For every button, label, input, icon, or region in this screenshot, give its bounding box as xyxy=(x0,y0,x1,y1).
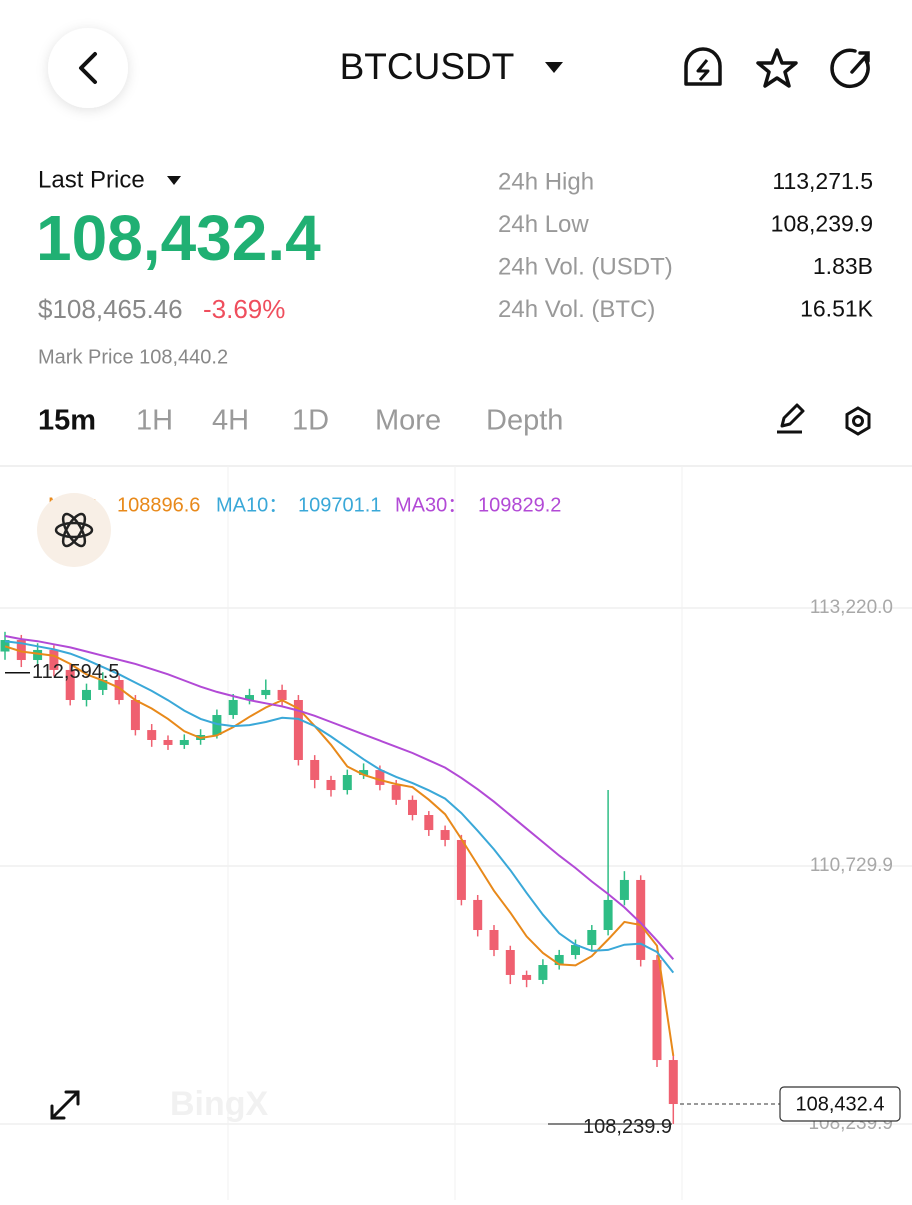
grid: 113,220.0 110,729.9 108,239.9 xyxy=(0,466,912,1200)
interval-tab[interactable]: 4H xyxy=(212,405,249,437)
candle-body xyxy=(636,879,646,960)
candle-body xyxy=(538,965,548,980)
interval-tab[interactable]: 15m xyxy=(38,405,96,437)
candle-body xyxy=(554,954,564,966)
favorite-icon[interactable] xyxy=(756,48,798,88)
candle-body xyxy=(163,739,173,745)
candle-body xyxy=(522,974,532,980)
legend-value: 109701.1 xyxy=(298,494,381,516)
candle-body xyxy=(277,689,287,701)
stat-value: 108,239.9 xyxy=(771,211,873,237)
candle-body xyxy=(408,799,417,816)
share-icon[interactable] xyxy=(830,48,870,88)
candle-body xyxy=(245,695,254,701)
candle-body xyxy=(65,669,75,701)
back-button[interactable] xyxy=(48,28,128,108)
candle-body xyxy=(228,700,238,716)
candle-body xyxy=(456,839,466,900)
stat-label: 24h High xyxy=(498,168,594,195)
candle-body xyxy=(310,759,320,780)
ma-line xyxy=(4,645,675,1057)
stat-label: 24h Vol. (USDT) xyxy=(498,253,673,280)
candle-body xyxy=(98,680,108,690)
legend-name: MA10： xyxy=(216,494,288,516)
interval-tab[interactable]: Depth xyxy=(486,405,563,437)
stats: 24h High 113,271.5 24h Low 108,239.9 24h Vol… xyxy=(498,168,874,323)
symbol-caret[interactable] xyxy=(545,62,563,73)
candle-body xyxy=(440,830,450,840)
mark-price: Mark Price 108,440.2 xyxy=(38,346,228,368)
last-price-tag: 108,432.4 xyxy=(796,1093,885,1115)
candle-body xyxy=(603,899,613,931)
draw-icon[interactable] xyxy=(777,403,805,434)
candle-body xyxy=(505,950,515,975)
candle-body xyxy=(571,945,580,955)
price-change: -3.69% xyxy=(203,294,285,324)
stat-value: 1.83B xyxy=(813,253,873,279)
candle-body xyxy=(359,770,369,776)
candle-body xyxy=(652,959,662,1061)
candle-body xyxy=(114,680,124,701)
price-caret[interactable] xyxy=(167,176,181,185)
interval-tabs: 15m 1H 4H 1D More Depth xyxy=(38,405,563,437)
candle-body xyxy=(212,715,222,736)
ma-line xyxy=(4,640,675,974)
plot: 112,594.5 108,239.9 108,432.4 xyxy=(0,631,901,1138)
candle-body xyxy=(619,879,629,900)
candle-body xyxy=(391,784,401,800)
settings-icon[interactable] xyxy=(845,406,871,436)
candle-body xyxy=(33,649,43,661)
ma-line xyxy=(4,635,675,960)
candle-body xyxy=(261,689,271,696)
candle-body xyxy=(130,700,140,731)
candle-body xyxy=(587,930,597,946)
symbol[interactable]: BTCUSDT xyxy=(340,46,515,87)
candle-body xyxy=(473,899,483,931)
last-price: 108,432.4 xyxy=(36,202,321,274)
candle-body xyxy=(49,649,59,670)
legend-value: 109829.2 xyxy=(478,494,561,516)
y-tick-label: 110,729.9 xyxy=(810,855,893,876)
candle-body xyxy=(293,700,303,760)
high-label: 112,594.5 xyxy=(32,661,120,683)
candle-body xyxy=(82,689,91,701)
last-price-label[interactable]: Last Price xyxy=(38,166,145,193)
fullscreen-icon[interactable] xyxy=(50,1090,80,1120)
y-tick-label: 113,220.0 xyxy=(810,597,893,618)
candle-body xyxy=(489,930,499,951)
stat-value: 16.51K xyxy=(800,296,874,322)
interval-tab[interactable]: 1D xyxy=(292,405,329,437)
stat-label: 24h Low xyxy=(498,211,589,238)
candle-body xyxy=(326,779,336,791)
candle-body xyxy=(375,770,385,785)
indicator-button[interactable] xyxy=(37,493,111,567)
candle-body xyxy=(424,815,434,831)
interval-tab[interactable]: More xyxy=(375,405,441,437)
legend-value: 108896.6 xyxy=(117,494,200,516)
low-label: 108,239.9 xyxy=(583,1116,672,1138)
usd-price: $108,465.46 xyxy=(38,294,183,324)
candle-body xyxy=(179,739,189,745)
stat-value: 113,271.5 xyxy=(772,168,873,194)
watermark: BingX xyxy=(170,1085,269,1123)
last-price-box xyxy=(779,1086,901,1122)
stat-label: 24h Vol. (BTC) xyxy=(498,296,655,323)
candle-body xyxy=(16,640,26,661)
alert-icon[interactable] xyxy=(684,47,722,86)
candle-body xyxy=(0,640,10,652)
candle-body xyxy=(342,775,352,791)
interval-tab[interactable]: 1H xyxy=(136,405,173,437)
candle-body xyxy=(147,730,157,740)
legend-name: MA30： xyxy=(395,494,467,516)
candle-body xyxy=(668,1060,678,1105)
